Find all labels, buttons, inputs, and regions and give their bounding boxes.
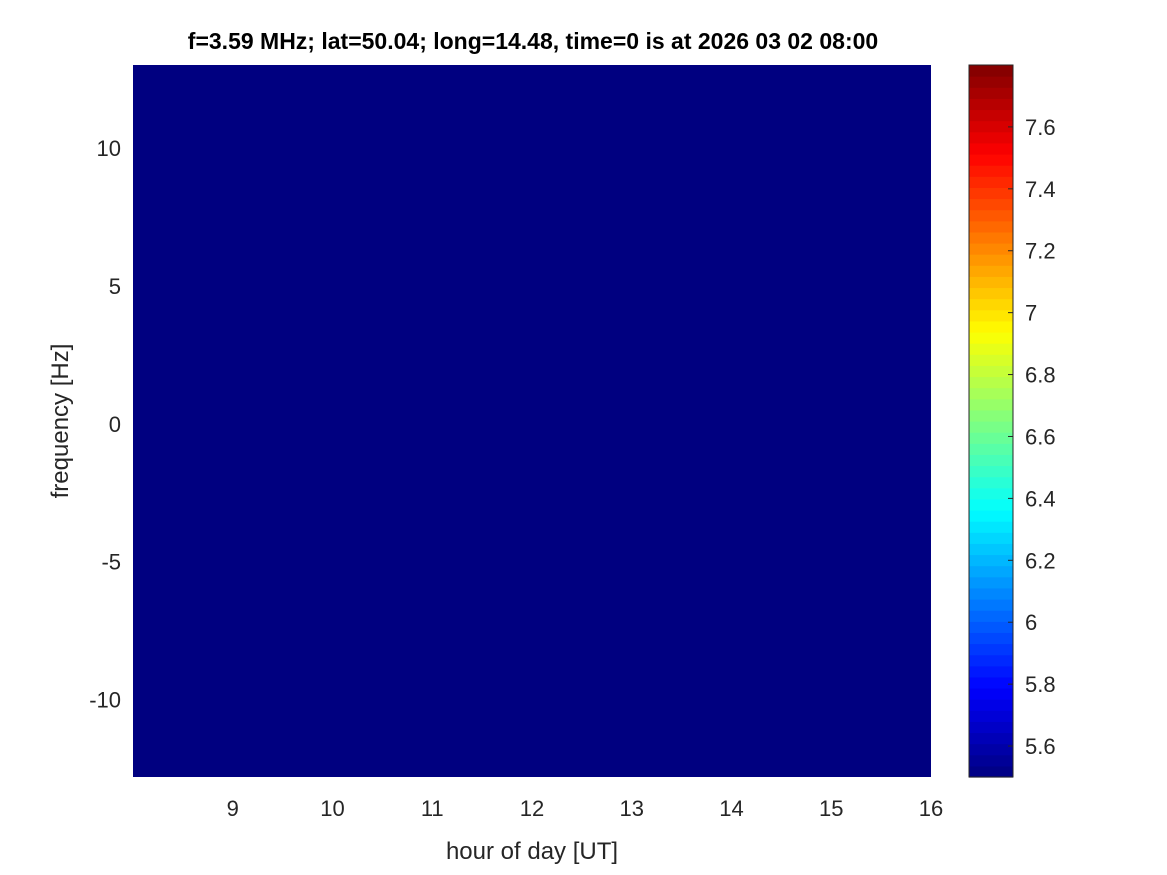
colorbar-segment	[969, 98, 1013, 111]
colorbar-segment	[969, 176, 1013, 188]
colorbar-segment	[969, 665, 1013, 678]
y-tick-label: 0	[109, 412, 121, 437]
colorbar-tick-label: 6	[1025, 610, 1037, 635]
colorbar-segment	[969, 87, 1013, 99]
colorbar-segment	[969, 343, 1013, 355]
colorbar-segment	[969, 487, 1013, 500]
y-axis-label: frequency [Hz]	[47, 344, 74, 499]
colorbar-segment	[969, 521, 1013, 533]
colorbar-segment	[969, 510, 1013, 522]
colorbar-segment	[969, 220, 1013, 233]
colorbar-segment	[969, 643, 1013, 656]
colorbar-segment	[969, 198, 1013, 211]
colorbar-segment	[969, 320, 1013, 333]
x-axis-ticks: 9 10 11 12 13 14 15 16	[227, 796, 944, 821]
colorbar-segment	[969, 421, 1013, 433]
y-axis-ticks: -10 -5 0 5 10	[89, 136, 121, 713]
colorbar-segment	[969, 432, 1013, 444]
colorbar-segment	[969, 765, 1013, 778]
colorbar-segment	[969, 721, 1013, 734]
colorbar-segment	[969, 154, 1013, 166]
x-tick-label: 15	[819, 796, 843, 821]
colorbar-segment	[969, 587, 1013, 600]
colorbar-tick-label: 6.4	[1025, 486, 1056, 511]
colorbar-segment	[969, 187, 1013, 200]
y-tick-label: -5	[101, 550, 121, 575]
x-tick-label: 10	[320, 796, 344, 821]
colorbar-segment	[969, 543, 1013, 556]
colorbar-segment	[969, 532, 1013, 544]
colorbar-segment	[969, 409, 1013, 422]
colorbar	[969, 65, 1013, 778]
colorbar-segment	[969, 65, 1013, 77]
colorbar-segment	[969, 632, 1013, 645]
colorbar-segment	[969, 332, 1013, 344]
colorbar-segment	[969, 276, 1013, 289]
colorbar-segment	[969, 498, 1013, 511]
colorbar-tick-label: 7	[1025, 301, 1037, 326]
colorbar-tick-label: 6.6	[1025, 424, 1056, 449]
colorbar-segment	[969, 165, 1013, 177]
colorbar-segment	[969, 209, 1013, 222]
colorbar-segment	[969, 676, 1013, 689]
colorbar-segment	[969, 376, 1013, 389]
colorbar-tick-label: 6.8	[1025, 363, 1056, 388]
colorbar-segment	[969, 365, 1013, 378]
colorbar-segment	[969, 476, 1013, 489]
colorbar-segment	[969, 354, 1013, 366]
x-axis-label: hour of day [UT]	[446, 838, 618, 865]
colorbar-tick-label: 7.4	[1025, 177, 1056, 202]
x-tick-label: 9	[227, 796, 239, 821]
x-tick-label: 12	[520, 796, 544, 821]
colorbar-segment	[969, 743, 1013, 756]
colorbar-segment	[969, 565, 1013, 578]
colorbar-segment	[969, 298, 1013, 311]
heatmap-area	[133, 65, 931, 777]
colorbar-tick-label: 6.2	[1025, 548, 1056, 573]
colorbar-segment	[969, 109, 1013, 122]
colorbar-segment	[969, 443, 1013, 455]
colorbar-tick-label: 7.2	[1025, 239, 1056, 264]
chart-title: f=3.59 MHz; lat=50.04; long=14.48, time=…	[188, 28, 878, 54]
colorbar-segment	[969, 576, 1013, 589]
colorbar-tick-label: 5.8	[1025, 672, 1056, 697]
colorbar-segment	[969, 621, 1013, 633]
x-tick-label: 16	[919, 796, 943, 821]
y-tick-label: -10	[89, 688, 121, 713]
y-tick-label: 10	[97, 136, 121, 161]
colorbar-tick-label: 5.6	[1025, 734, 1056, 759]
x-tick-label: 14	[719, 796, 743, 821]
y-tick-label: 5	[109, 274, 121, 299]
colorbar-segment	[969, 599, 1013, 611]
colorbar-segment	[969, 710, 1013, 722]
x-tick-label: 11	[421, 796, 444, 821]
colorbar-segment	[969, 131, 1013, 144]
colorbar-tick-label: 7.6	[1025, 115, 1056, 140]
colorbar-segment	[969, 554, 1013, 567]
colorbar-segment	[969, 243, 1013, 255]
colorbar-segment	[969, 231, 1013, 244]
colorbar-segment	[969, 699, 1013, 711]
colorbar-segment	[969, 287, 1013, 300]
colorbar-segment	[969, 398, 1013, 411]
colorbar-segment	[969, 454, 1013, 467]
colorbar-ticks: 5.6 5.8 6 6.2 6.4 6.6 6.8 7 7.2 7.4 7.6	[1008, 115, 1056, 759]
colorbar-segment	[969, 387, 1013, 400]
colorbar-border	[968, 64, 1014, 778]
colorbar-segment	[969, 120, 1013, 133]
colorbar-segment	[969, 654, 1013, 667]
colorbar-segment	[969, 754, 1013, 767]
colorbar-segment	[969, 610, 1013, 622]
colorbar-segment	[969, 732, 1013, 745]
colorbar-segment	[969, 688, 1013, 700]
colorbar-segment	[969, 254, 1013, 266]
colorbar-segment	[969, 265, 1013, 277]
x-tick-label: 13	[620, 796, 644, 821]
colorbar-segment	[969, 465, 1013, 478]
colorbar-segment	[969, 309, 1013, 322]
colorbar-segment	[969, 142, 1013, 155]
colorbar-segment	[969, 76, 1013, 88]
